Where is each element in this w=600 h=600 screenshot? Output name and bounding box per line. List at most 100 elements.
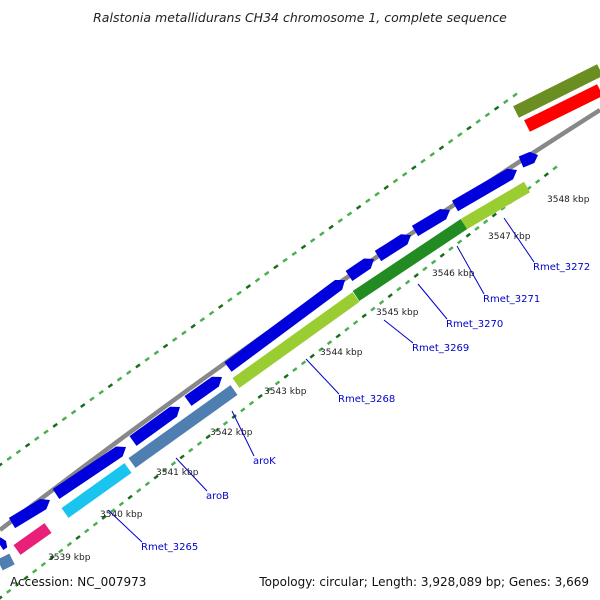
gc-dot: [92, 521, 99, 527]
cds-arrow: [184, 376, 222, 406]
gc-dot: [236, 290, 242, 296]
gene-features: [0, 64, 600, 571]
gene-labels: Rmet_3265 aroB aroK Rmet_3268 Rmet_3269 Rmet_…: [107, 217, 590, 553]
gene-label[interactable]: aroB: [206, 491, 229, 502]
tick-label: 3548 kbp: [547, 195, 590, 205]
gc-dot: [448, 246, 454, 252]
gc-dot: [552, 165, 558, 171]
gc-dot: [205, 434, 211, 440]
gc-dot: [365, 198, 371, 204]
tick-label: 3541 kbp: [156, 468, 199, 478]
gc-dot: [190, 323, 196, 329]
gc-dot: [378, 299, 385, 305]
cds-arrow: [518, 151, 538, 168]
gc-dot: [292, 367, 298, 373]
label-leader-line: [175, 457, 208, 492]
gc-dot: [456, 239, 463, 245]
gc-dot: [309, 353, 315, 359]
label-leader-line: [456, 245, 485, 295]
gc-dot: [245, 284, 252, 290]
gene-feature-lime: [461, 181, 530, 230]
gene-label[interactable]: Rmet_3265: [141, 542, 198, 553]
gc-dot: [135, 363, 141, 369]
gc-dot: [227, 297, 233, 303]
gc-dot: [153, 350, 160, 356]
gc-dot: [116, 376, 123, 382]
gc-dot: [40, 561, 47, 567]
gene-feature-green: [352, 219, 468, 301]
gc-dot: [179, 454, 185, 460]
gc-dot: [222, 420, 229, 426]
gc-dot: [136, 488, 142, 493]
gc-dot: [240, 407, 246, 413]
gc-dot: [475, 118, 481, 124]
label-leader-line: [107, 509, 143, 543]
cds-arrow: [52, 446, 127, 499]
gc-dot: [34, 436, 40, 442]
gc-dot: [383, 185, 390, 190]
gene-feature-cyan: [61, 463, 132, 518]
gene-label[interactable]: Rmet_3268: [338, 394, 395, 405]
gene-label[interactable]: aroK: [253, 456, 276, 467]
gc-dot: [465, 232, 471, 238]
gc-dot: [89, 396, 95, 402]
gc-dot: [80, 403, 86, 409]
gc-dot: [127, 494, 133, 500]
gc-dot: [309, 237, 316, 243]
gc-dot: [300, 244, 307, 250]
gc-dot: [49, 555, 55, 561]
cds-arrow: [452, 168, 517, 212]
gene-label[interactable]: Rmet_3271: [483, 294, 540, 305]
gc-dot: [257, 393, 263, 399]
tick-label: 3540 kbp: [100, 510, 143, 520]
gc-dot: [125, 370, 132, 375]
gc-dot: [328, 224, 334, 230]
tick-label: 3542 kbp: [210, 428, 253, 438]
gc-dot: [352, 320, 359, 325]
gene-feature-steelblue: [128, 385, 238, 468]
gene-feature-steelblue: [0, 553, 15, 571]
gc-dot: [374, 191, 380, 197]
genome-summary-text: Topology: circular; Length: 3,928,089 bp…: [259, 575, 589, 589]
gc-dot: [474, 226, 480, 231]
label-leader-line: [417, 283, 448, 320]
gene-feature-olive: [513, 64, 600, 118]
gene-label[interactable]: Rmet_3270: [446, 319, 503, 330]
gc-dot: [171, 336, 178, 342]
label-leader-line: [383, 319, 414, 344]
gc-dot: [101, 514, 107, 520]
gc-dot: [14, 582, 21, 588]
gc-dot: [199, 317, 206, 323]
gc-dot: [248, 400, 255, 406]
gc-dot: [266, 387, 272, 393]
tick-label: 3539 kbp: [48, 553, 91, 563]
gc-dot: [5, 588, 12, 594]
gene-label[interactable]: Rmet_3269: [412, 343, 469, 354]
gene-label[interactable]: Rmet_3272: [533, 262, 590, 273]
gc-dot: [282, 257, 288, 263]
gc-dot: [84, 528, 90, 534]
gc-dot: [319, 231, 325, 237]
gc-dot: [43, 429, 49, 435]
gc-dot: [153, 474, 159, 480]
gc-dot: [466, 125, 472, 131]
label-leader-line: [503, 217, 535, 263]
gc-dot: [438, 145, 445, 151]
gc-dot: [392, 178, 399, 184]
gc-dot: [543, 172, 550, 178]
gc-dot: [32, 568, 38, 574]
gc-dot: [457, 132, 463, 138]
gc-dot: [98, 389, 104, 395]
gc-dot: [439, 252, 445, 258]
gc-dot: [370, 306, 376, 312]
gc-dot: [181, 330, 187, 336]
tick-label: 3544 kbp: [320, 348, 363, 358]
gene-feature-lime: [232, 292, 360, 388]
gc-dot: [208, 310, 215, 316]
gc-dot: [346, 211, 353, 217]
map-title: Ralstonia metallidurans CH34 chromosome …: [93, 10, 507, 25]
gc-dot: [491, 212, 497, 218]
gc-dot: [503, 99, 509, 105]
gc-dot: [534, 178, 541, 184]
